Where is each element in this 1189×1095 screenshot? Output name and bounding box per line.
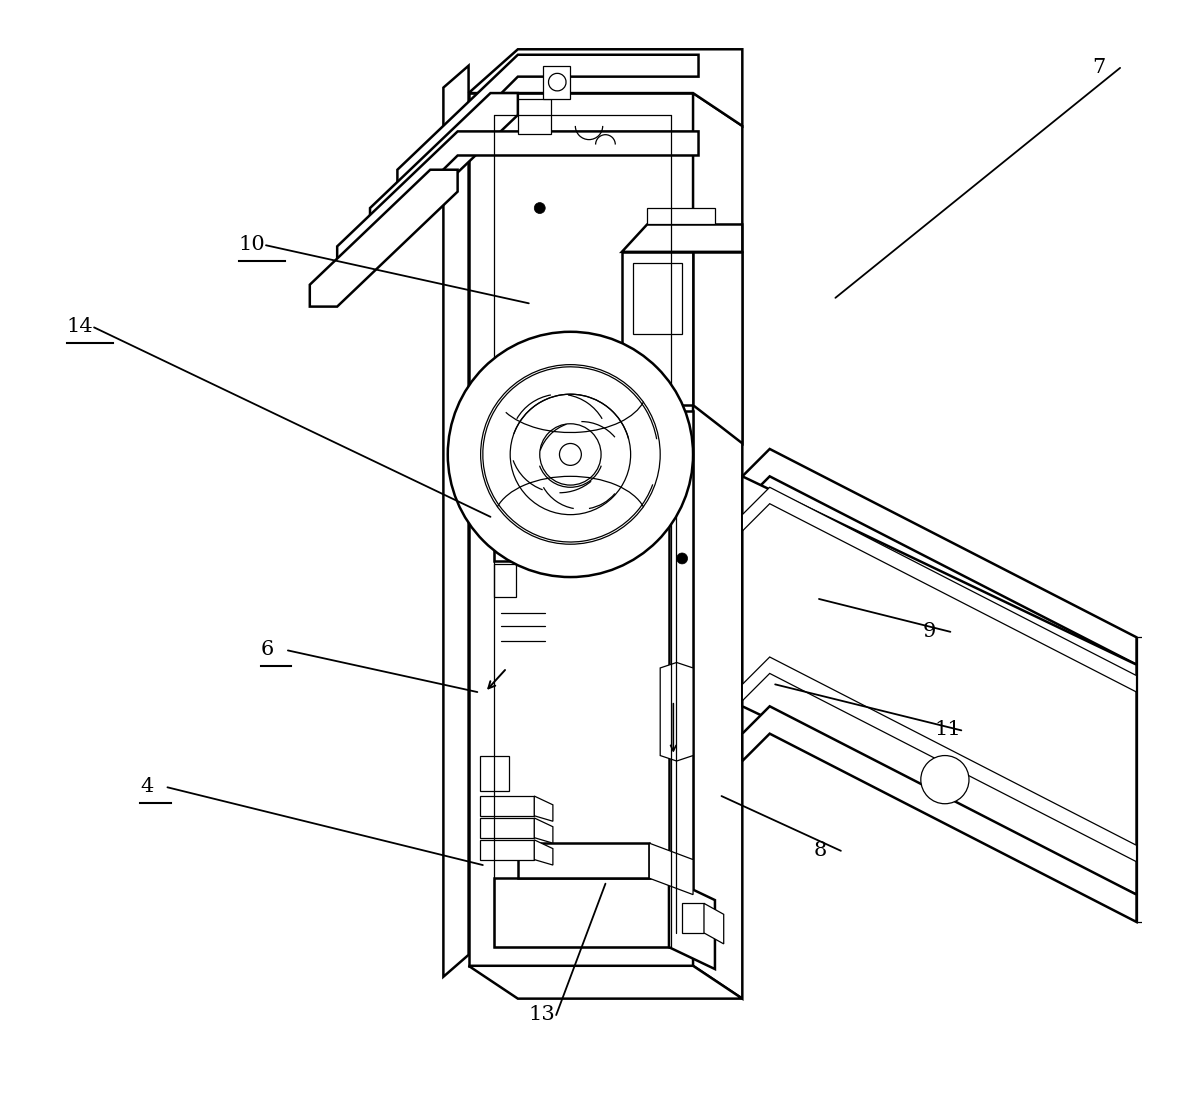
Polygon shape bbox=[633, 263, 682, 334]
Polygon shape bbox=[310, 170, 458, 307]
Polygon shape bbox=[704, 903, 724, 944]
Circle shape bbox=[510, 394, 630, 515]
Polygon shape bbox=[518, 843, 649, 878]
Polygon shape bbox=[693, 93, 742, 999]
Polygon shape bbox=[468, 966, 742, 999]
Text: 10: 10 bbox=[239, 235, 265, 254]
Polygon shape bbox=[493, 504, 537, 561]
Circle shape bbox=[560, 443, 581, 465]
Polygon shape bbox=[534, 840, 553, 865]
Text: 6: 6 bbox=[260, 641, 273, 659]
Polygon shape bbox=[468, 93, 693, 966]
Polygon shape bbox=[397, 55, 698, 197]
Polygon shape bbox=[742, 657, 1137, 862]
Polygon shape bbox=[479, 840, 534, 860]
Polygon shape bbox=[534, 818, 553, 843]
Circle shape bbox=[480, 365, 660, 544]
Text: 13: 13 bbox=[529, 1005, 555, 1024]
Polygon shape bbox=[468, 49, 742, 126]
Circle shape bbox=[540, 424, 602, 485]
Polygon shape bbox=[479, 796, 534, 816]
Circle shape bbox=[534, 203, 546, 214]
Text: 7: 7 bbox=[1093, 58, 1106, 77]
Text: 11: 11 bbox=[933, 721, 961, 739]
Polygon shape bbox=[742, 449, 1137, 665]
Polygon shape bbox=[669, 411, 693, 933]
Polygon shape bbox=[493, 564, 516, 597]
Text: 14: 14 bbox=[67, 318, 93, 336]
Polygon shape bbox=[622, 224, 742, 252]
Text: 9: 9 bbox=[923, 622, 937, 641]
Text: 4: 4 bbox=[140, 777, 153, 796]
Polygon shape bbox=[693, 252, 742, 443]
Polygon shape bbox=[649, 843, 693, 895]
Polygon shape bbox=[443, 66, 468, 977]
Circle shape bbox=[448, 332, 693, 577]
Text: 8: 8 bbox=[813, 841, 826, 860]
Circle shape bbox=[920, 756, 969, 804]
Polygon shape bbox=[1137, 637, 1153, 922]
Polygon shape bbox=[518, 99, 551, 134]
Polygon shape bbox=[622, 252, 693, 405]
Polygon shape bbox=[742, 476, 1137, 895]
Polygon shape bbox=[370, 93, 518, 230]
Polygon shape bbox=[669, 878, 715, 969]
Polygon shape bbox=[647, 208, 715, 224]
Polygon shape bbox=[338, 131, 698, 274]
Polygon shape bbox=[543, 66, 571, 99]
Polygon shape bbox=[682, 903, 704, 933]
Polygon shape bbox=[660, 662, 693, 761]
Polygon shape bbox=[534, 796, 553, 821]
Polygon shape bbox=[742, 706, 1137, 922]
Circle shape bbox=[677, 553, 687, 564]
Polygon shape bbox=[742, 487, 1137, 692]
Polygon shape bbox=[493, 878, 669, 947]
Polygon shape bbox=[479, 818, 534, 838]
Polygon shape bbox=[479, 756, 509, 791]
